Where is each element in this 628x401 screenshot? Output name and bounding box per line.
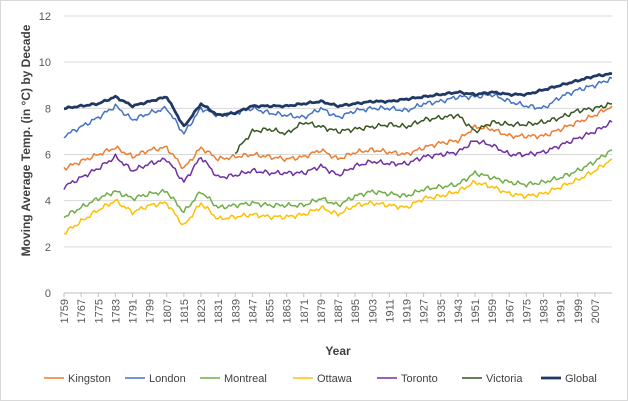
x-tick-label: 1975 (521, 299, 533, 323)
series-line-london (63, 76, 613, 139)
y-tick-label: 8 (45, 103, 51, 115)
x-tick-label: 1943 (453, 299, 465, 323)
y-tick-label: 10 (39, 57, 51, 69)
x-tick-label: 1759 (59, 299, 71, 323)
legend-label-london: London (149, 373, 186, 385)
y-tick-label: 0 (45, 288, 51, 300)
y-tick-label: 12 (39, 11, 51, 23)
x-tick-label: 1911 (384, 299, 396, 323)
gridlines (64, 15, 612, 248)
x-tick-label: 1831 (213, 299, 225, 323)
x-tick-label: 1951 (470, 299, 482, 323)
x-tick-label: 1991 (556, 299, 568, 323)
x-tick-label: 1919 (402, 299, 414, 323)
x-tick-label: 2007 (590, 299, 602, 323)
series-line-toronto (63, 119, 613, 190)
legend-label-toronto: Toronto (401, 373, 438, 385)
x-tick-label: 1815 (179, 299, 191, 323)
x-tick-label: 1983 (539, 299, 551, 323)
x-tick-label: 1775 (93, 299, 105, 323)
legend-label-kingston: Kingston (68, 373, 111, 385)
y-tick-label: 6 (45, 150, 51, 162)
legend-label-montreal: Montreal (224, 373, 267, 385)
x-tick-label: 1799 (145, 299, 157, 323)
legend: Kingston London Montreal Ottawa Toronto Victo… (44, 373, 597, 385)
x-tick-label: 1791 (128, 299, 140, 323)
y-tick-label: 2 (45, 242, 51, 254)
x-tick-label: 1967 (504, 299, 516, 323)
x-tick-label: 1847 (247, 299, 259, 323)
x-tick-label: 1895 (350, 299, 362, 323)
x-tick-label: 1767 (76, 299, 88, 323)
x-tick-label: 1823 (196, 299, 208, 323)
x-tick-label: 1959 (487, 299, 499, 323)
series-line-montreal (63, 149, 613, 219)
x-axis-title: Year (325, 344, 351, 358)
x-tick-label: 1879 (316, 299, 328, 323)
x-tick-label: 1807 (162, 299, 174, 323)
legend-label-victoria: Victoria (486, 373, 523, 385)
legend-label-ottawa: Ottawa (317, 373, 353, 385)
series-line-ottawa (63, 158, 613, 235)
x-tick-label: 1903 (367, 299, 379, 323)
x-axis-ticks: 1759 1767 1775 1783 1791 1799 1807 1815 1823 1831… (59, 293, 602, 323)
x-tick-label: 1999 (573, 299, 585, 323)
x-tick-label: 1855 (265, 299, 277, 323)
y-axis-ticks: 0 2 4 6 8 10 12 (39, 11, 51, 300)
y-axis-title: Moving Average Temp. (in °C) by Decade (19, 24, 33, 256)
legend-label-global: Global (565, 373, 597, 385)
x-tick-label: 1863 (282, 299, 294, 323)
series-line-victoria (234, 102, 613, 155)
y-tick-label: 4 (45, 196, 51, 208)
x-tick-label: 1935 (436, 299, 448, 323)
series-line-kingston (63, 105, 613, 171)
x-tick-label: 1887 (333, 299, 345, 323)
x-tick-label: 1783 (110, 299, 122, 323)
series-lines (63, 72, 613, 235)
x-tick-label: 1839 (230, 299, 242, 323)
x-tick-label: 1927 (419, 299, 431, 323)
series-line-global (63, 72, 613, 128)
x-tick-label: 1871 (299, 299, 311, 323)
